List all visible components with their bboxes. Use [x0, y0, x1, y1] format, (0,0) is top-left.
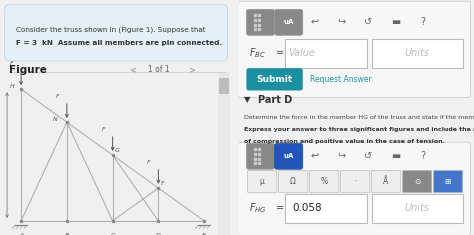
Text: ?: ? [420, 151, 425, 161]
Text: >: > [188, 65, 195, 74]
Text: ⊙: ⊙ [414, 177, 420, 186]
Text: ↺: ↺ [365, 17, 373, 27]
FancyBboxPatch shape [274, 143, 303, 169]
FancyBboxPatch shape [372, 170, 401, 193]
FancyBboxPatch shape [246, 9, 274, 35]
Text: 0.058: 0.058 [292, 204, 322, 213]
FancyBboxPatch shape [238, 142, 471, 235]
Text: F: F [101, 127, 105, 132]
Text: Figure: Figure [9, 65, 47, 75]
FancyBboxPatch shape [372, 194, 464, 223]
Text: $F_{BC}$: $F_{BC}$ [249, 46, 266, 60]
Text: Å: Å [383, 177, 389, 186]
FancyBboxPatch shape [285, 39, 367, 68]
Text: Consider the truss shown in (Figure 1). Suppose that: Consider the truss shown in (Figure 1). … [17, 26, 206, 33]
Text: Units: Units [404, 48, 429, 58]
FancyBboxPatch shape [340, 170, 370, 193]
FancyBboxPatch shape [402, 170, 432, 193]
Text: μ: μ [260, 177, 264, 186]
Text: 4 m: 4 m [0, 149, 2, 161]
Text: B: B [65, 233, 69, 235]
Text: uA: uA [283, 153, 294, 159]
Text: <: < [129, 65, 136, 74]
FancyBboxPatch shape [433, 170, 463, 193]
FancyBboxPatch shape [5, 5, 228, 61]
Text: $F_{HG}$: $F_{HG}$ [249, 201, 266, 215]
FancyBboxPatch shape [274, 9, 303, 35]
Text: C: C [110, 233, 115, 235]
Text: uA: uA [283, 19, 294, 25]
Text: ▬: ▬ [391, 151, 400, 161]
Text: %: % [320, 177, 328, 186]
Text: A: A [19, 233, 23, 235]
FancyBboxPatch shape [238, 1, 471, 98]
Text: Ω: Ω [290, 177, 296, 186]
Text: G: G [115, 148, 120, 153]
Text: N: N [53, 117, 57, 122]
Text: of compression and positive value in the case of tension.: of compression and positive value in the… [244, 139, 445, 144]
FancyBboxPatch shape [219, 78, 229, 94]
Text: F = 3  kN  Assume all members are pin connected.: F = 3 kN Assume all members are pin conn… [17, 40, 223, 47]
Text: Value: Value [288, 48, 315, 58]
Text: Express your answer to three significant figures and include the appropriate uni: Express your answer to three significant… [244, 127, 474, 132]
Text: E: E [202, 233, 206, 235]
Text: F: F [10, 61, 14, 66]
Text: ↺: ↺ [365, 151, 373, 161]
Text: ▬: ▬ [391, 17, 400, 27]
FancyBboxPatch shape [247, 170, 277, 193]
FancyBboxPatch shape [279, 170, 308, 193]
Text: Determine the force in the member HG of the truss and state if the member is in : Determine the force in the member HG of … [244, 115, 474, 120]
FancyBboxPatch shape [285, 194, 367, 223]
Text: ▼: ▼ [244, 95, 251, 104]
Text: =: = [276, 203, 284, 213]
Text: ↩: ↩ [310, 151, 319, 161]
Text: ↪: ↪ [337, 17, 346, 27]
FancyBboxPatch shape [372, 39, 464, 68]
FancyBboxPatch shape [246, 143, 274, 169]
Text: H: H [9, 84, 14, 90]
Text: F: F [147, 160, 151, 164]
Text: ?: ? [420, 17, 425, 27]
Text: =: = [276, 48, 284, 58]
Text: Submit: Submit [256, 75, 292, 84]
FancyBboxPatch shape [246, 68, 303, 90]
Text: Part D: Part D [258, 95, 292, 105]
Text: Units: Units [404, 204, 429, 213]
Text: ↩: ↩ [310, 17, 319, 27]
FancyBboxPatch shape [218, 72, 230, 235]
Text: D: D [156, 233, 161, 235]
Text: F: F [161, 181, 165, 186]
Text: ⊞: ⊞ [445, 177, 451, 186]
FancyBboxPatch shape [310, 170, 339, 193]
Text: 1 of 1: 1 of 1 [148, 65, 169, 74]
Text: Request Answer: Request Answer [310, 75, 372, 84]
Text: ·: · [354, 177, 356, 186]
Text: ↪: ↪ [337, 151, 346, 161]
Text: F: F [55, 94, 59, 99]
